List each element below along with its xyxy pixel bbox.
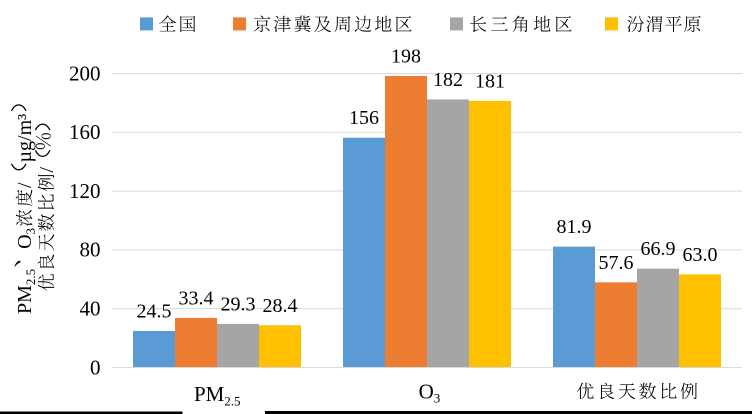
svg-text:182: 182 [433,69,463,91]
svg-text:200: 200 [69,61,101,85]
svg-text:/: / [14,182,36,188]
svg-text:160: 160 [69,120,101,144]
svg-text:63.0: 63.0 [683,244,718,266]
svg-text:181: 181 [475,70,505,92]
svg-text:2.5: 2.5 [23,269,38,285]
svg-text:40: 40 [80,297,101,321]
svg-text:28.4: 28.4 [263,295,298,317]
svg-text:O: O [14,234,36,248]
svg-text:81.9: 81.9 [557,216,592,238]
svg-text:120: 120 [69,179,101,203]
svg-text:/: / [36,167,58,173]
svg-text:33.4: 33.4 [179,287,214,309]
svg-text:0: 0 [90,355,101,379]
svg-text:156: 156 [349,107,379,129]
svg-text:O: O [419,379,434,403]
svg-text:80: 80 [80,238,101,262]
svg-text:24.5: 24.5 [137,300,172,322]
svg-text:198: 198 [391,45,421,67]
svg-text:29.3: 29.3 [221,293,256,315]
svg-text:3: 3 [23,228,38,235]
svg-text:µg/m³: µg/m³ [14,114,36,163]
svg-text:66.9: 66.9 [641,238,676,260]
svg-text:2.5: 2.5 [224,393,240,408]
svg-text:3: 3 [434,391,441,406]
svg-text:PM: PM [14,285,36,314]
svg-text:57.6: 57.6 [599,252,634,274]
svg-text:PM: PM [194,382,225,406]
